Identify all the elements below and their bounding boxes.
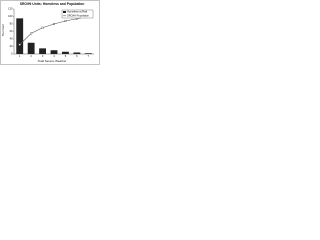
y-tick-label: 0 bbox=[11, 52, 13, 56]
legend-swatch bbox=[63, 11, 66, 13]
legend-label: SRO/HI Population bbox=[67, 13, 89, 17]
legend-box bbox=[61, 9, 94, 19]
marker bbox=[18, 43, 21, 46]
y-tick-label: 40 bbox=[10, 37, 13, 41]
y-tick-label: 20 bbox=[10, 44, 13, 48]
x-tick-label: 2 bbox=[30, 54, 32, 58]
marker bbox=[41, 26, 44, 29]
bar bbox=[27, 42, 35, 54]
x-tick-label: 3 bbox=[42, 54, 44, 58]
marker bbox=[53, 23, 56, 26]
bar bbox=[73, 52, 81, 54]
bar bbox=[62, 51, 69, 54]
y-axis-label: Per Cent bbox=[1, 24, 5, 36]
x-tick-label: 5 bbox=[65, 54, 67, 58]
y-tick-label: 100 bbox=[8, 14, 13, 18]
bar bbox=[84, 53, 92, 54]
y-tick-label: 120 bbox=[8, 7, 13, 11]
x-tick-label: 4 bbox=[53, 54, 55, 58]
chart: SRO/HI Units: Homeless and Population To… bbox=[0, 0, 100, 65]
x-tick-label: 1 bbox=[19, 54, 21, 58]
marker bbox=[30, 32, 33, 35]
marker bbox=[75, 17, 78, 20]
legend-label: Homeless at Risk bbox=[67, 10, 88, 14]
bar bbox=[39, 48, 46, 54]
y-tick-label: 60 bbox=[10, 29, 13, 33]
y-tick-label: 80 bbox=[10, 22, 13, 26]
bar bbox=[16, 18, 24, 54]
chart-title: SRO/HI Units: Homeless and Population bbox=[20, 2, 85, 6]
x-tick-label: 7 bbox=[88, 54, 90, 58]
x-axis-label: Total Severe Weather bbox=[38, 59, 67, 63]
x-tick-label: 6 bbox=[76, 54, 78, 58]
bar bbox=[50, 50, 58, 54]
marker bbox=[64, 20, 67, 23]
